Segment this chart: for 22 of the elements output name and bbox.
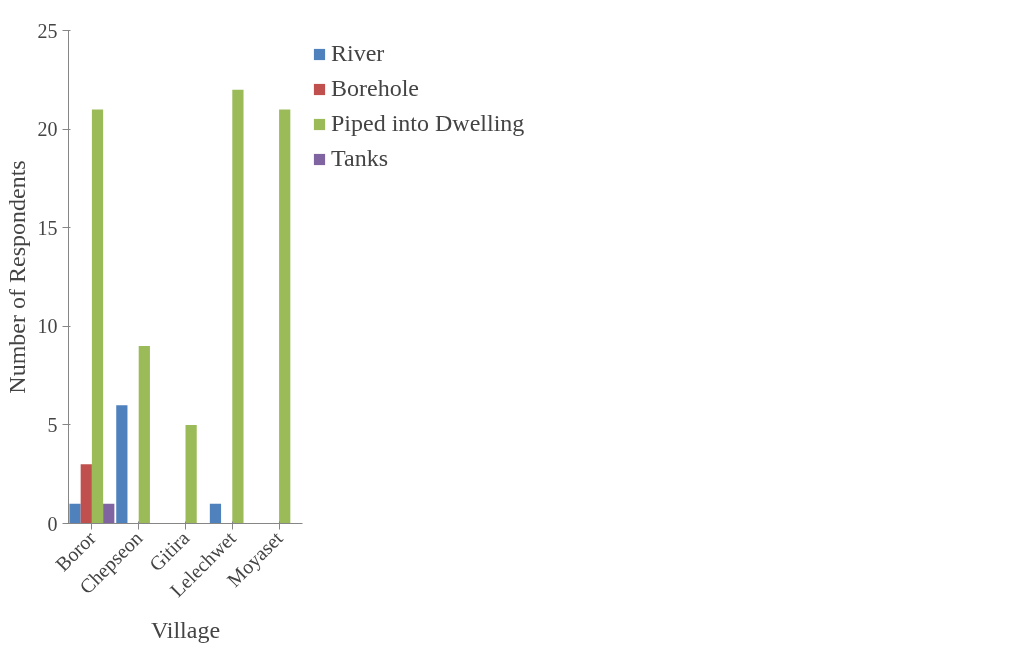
bar bbox=[209, 503, 222, 524]
y-tick-label: 15 bbox=[37, 216, 58, 239]
y-tick-label: 20 bbox=[37, 118, 58, 141]
y-tick-label: 0 bbox=[47, 512, 58, 535]
bar bbox=[279, 109, 291, 524]
bar bbox=[232, 89, 244, 524]
bar bbox=[116, 405, 128, 524]
y-axis-title: Number of Respondents bbox=[3, 160, 30, 394]
x-axis-title: Village bbox=[150, 616, 221, 643]
bar bbox=[185, 424, 197, 524]
legend-label: Tanks bbox=[331, 145, 388, 172]
bar bbox=[69, 503, 81, 524]
y-tick-label: 25 bbox=[37, 19, 58, 42]
y-tick-label: 10 bbox=[37, 315, 58, 338]
bar bbox=[91, 109, 104, 524]
bar bbox=[103, 503, 115, 524]
legend-label: Piped into Dwelling bbox=[331, 110, 525, 137]
legend-label: Borehole bbox=[331, 75, 419, 102]
legend-label: River bbox=[331, 40, 385, 67]
bar bbox=[138, 346, 150, 524]
y-tick-label: 5 bbox=[47, 413, 58, 436]
bar bbox=[80, 464, 92, 524]
